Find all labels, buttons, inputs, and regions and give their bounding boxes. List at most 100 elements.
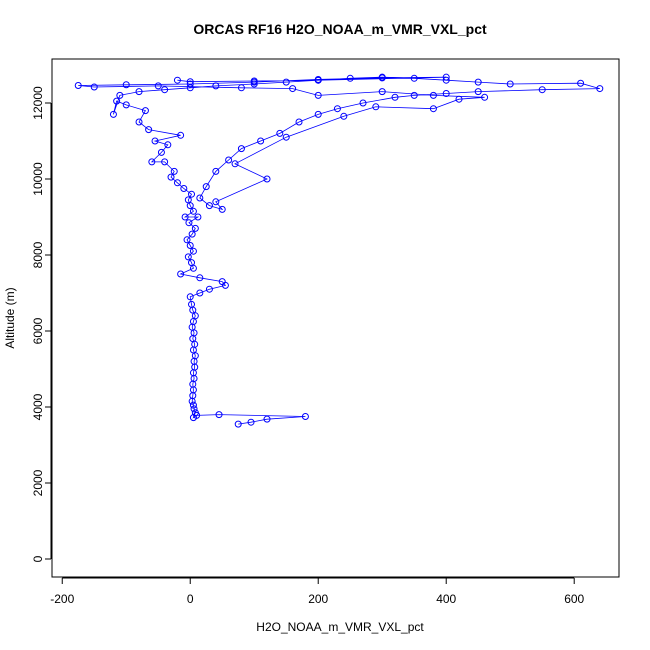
data-point (189, 207, 197, 215)
data-point (196, 289, 204, 297)
data-point (314, 110, 322, 118)
x-tick-label: 0 (187, 592, 194, 606)
data-point (538, 86, 546, 94)
data-point (442, 76, 450, 84)
data-point (135, 88, 143, 96)
data-point (161, 86, 169, 94)
data-point (247, 418, 255, 426)
plot-frame (51, 58, 620, 578)
data-point (186, 293, 194, 301)
data-point (177, 131, 185, 139)
x-tick-label: 400 (436, 592, 456, 606)
data-point (276, 129, 284, 137)
data-point (148, 158, 156, 166)
data-point (474, 88, 482, 96)
data-point (186, 80, 194, 88)
data-point (161, 158, 169, 166)
data-point (442, 73, 450, 81)
data-point (212, 167, 220, 175)
data-point (196, 194, 204, 202)
y-axis-label: Altitude (m) (3, 287, 17, 348)
data-point (154, 82, 162, 90)
y-tick-label: 12000 (31, 86, 45, 120)
data-point (181, 213, 189, 221)
y-tick-label: 8000 (31, 241, 45, 268)
data-point (314, 91, 322, 99)
x-axis-label: H2O_NOAA_m_VMR_VXL_pct (256, 620, 424, 634)
data-point (429, 105, 437, 113)
data-point (90, 83, 98, 91)
data-point (301, 412, 309, 420)
data-point (577, 79, 585, 87)
data-point (122, 81, 130, 89)
data-point (202, 183, 210, 191)
data-point (596, 85, 604, 93)
data-point (378, 74, 386, 82)
data-point (74, 82, 82, 90)
data-point (186, 241, 194, 249)
data-point (196, 274, 204, 282)
chart-title: ORCAS RF16 H2O_NOAA_m_VMR_VXL_pct (193, 21, 487, 37)
data-point (135, 118, 143, 126)
data-point (212, 198, 220, 206)
data-point (186, 78, 194, 86)
data-point (167, 173, 175, 181)
data-point (180, 185, 188, 192)
data-point (506, 80, 514, 88)
data-point (263, 175, 271, 183)
data-point (314, 76, 322, 84)
data-point (190, 405, 198, 413)
data-point (109, 110, 117, 118)
y-tick-label: 10000 (31, 162, 45, 196)
data-point (231, 160, 239, 168)
data-point (282, 133, 290, 141)
data-point (442, 90, 450, 98)
data-point (359, 99, 367, 107)
data-point (212, 82, 220, 90)
data-point (218, 278, 226, 286)
data-point (151, 137, 159, 145)
data-point (250, 80, 258, 88)
x-tick-label: 200 (308, 592, 328, 606)
data-point (218, 205, 226, 213)
data-point (205, 285, 213, 293)
data-point (378, 88, 386, 96)
data-point (205, 202, 213, 210)
data-point (225, 156, 233, 164)
data-point (340, 112, 348, 120)
data-point (170, 167, 178, 175)
data-point (234, 420, 242, 428)
data-point (113, 97, 121, 105)
data-point (177, 270, 185, 278)
data-point (263, 415, 271, 423)
data-point (289, 85, 297, 93)
data-point (173, 179, 181, 187)
data-point (122, 101, 130, 109)
data-point (173, 76, 181, 84)
data-point (257, 137, 265, 145)
data-point (164, 141, 172, 149)
data-point (191, 312, 199, 320)
data-point (188, 300, 196, 308)
y-tick-label: 0 (31, 555, 45, 562)
data-point (184, 253, 192, 261)
data-point (333, 105, 341, 113)
data-point (191, 409, 199, 417)
data-point (295, 118, 303, 126)
data-point (410, 91, 418, 99)
data-point (372, 103, 380, 111)
y-tick-label: 2000 (31, 469, 45, 496)
data-point (250, 77, 258, 85)
data-point (455, 95, 463, 103)
data-point (194, 213, 202, 221)
data-point (237, 145, 245, 153)
data-point (145, 126, 153, 134)
data-line (78, 76, 600, 425)
data-point (191, 224, 199, 232)
y-tick-label: 4000 (31, 393, 45, 420)
data-point (346, 74, 354, 82)
data-point (189, 401, 197, 409)
data-point (184, 196, 192, 204)
data-point (188, 259, 196, 267)
